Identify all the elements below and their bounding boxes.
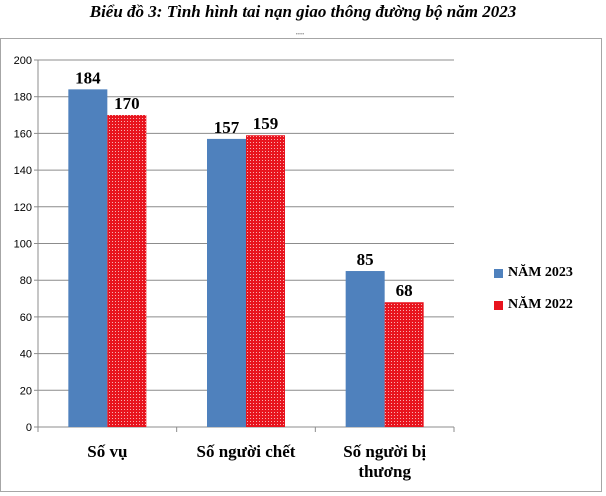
bar-2022 (107, 115, 147, 428)
y-tick-label: 120 (14, 202, 32, 214)
y-tick-label: 100 (14, 239, 32, 251)
x-category-label: Số vụ (87, 442, 127, 461)
x-category-label: Số người bị thương (343, 442, 426, 481)
y-tick-label: 0 (26, 422, 32, 434)
data-labels: 184 170 157 159 85 68 (75, 68, 413, 300)
data-label: 184 (75, 68, 101, 87)
y-tick-label: 20 (20, 385, 32, 397)
bar-2023 (68, 89, 108, 428)
y-tick-label: 140 (14, 165, 32, 177)
y-tick-label: 40 (20, 349, 32, 361)
legend-label-2022: NĂM 2022 (508, 297, 573, 312)
y-tick-label: 60 (20, 312, 32, 324)
legend-label-2023: NĂM 2023 (508, 265, 573, 280)
data-label: 170 (114, 94, 140, 113)
y-tick-label: 200 (14, 55, 32, 67)
data-label: 85 (357, 250, 374, 269)
bar-2022 (384, 302, 424, 427)
data-label: 159 (253, 114, 279, 133)
data-label: 157 (214, 118, 240, 137)
x-category-label: Số người chết (197, 442, 296, 461)
resize-handle[interactable]: •••• (295, 32, 305, 38)
legend-item-2023: NĂM 2023 (494, 257, 573, 289)
y-tick-label: 180 (14, 92, 32, 104)
data-label: 68 (396, 281, 413, 300)
chart-title: Biểu đồ 3: Tình hình tai nạn giao thông … (89, 2, 517, 21)
bar-2022 (246, 135, 285, 428)
legend-swatch-2022 (494, 300, 503, 310)
axes: 0 20 40 60 80 100 120 140 160 180 200 Số vụ Số người… (14, 55, 455, 481)
bar-2023 (345, 271, 385, 427)
y-tick-label: 160 (14, 128, 32, 140)
bars (68, 89, 424, 428)
legend-item-2022: NĂM 2022 (494, 289, 573, 321)
y-tick-label: 80 (20, 275, 32, 287)
legend-swatch-2023 (494, 268, 503, 278)
bar-2023 (207, 138, 246, 427)
legend: NĂM 2023 NĂM 2022 (494, 257, 573, 321)
